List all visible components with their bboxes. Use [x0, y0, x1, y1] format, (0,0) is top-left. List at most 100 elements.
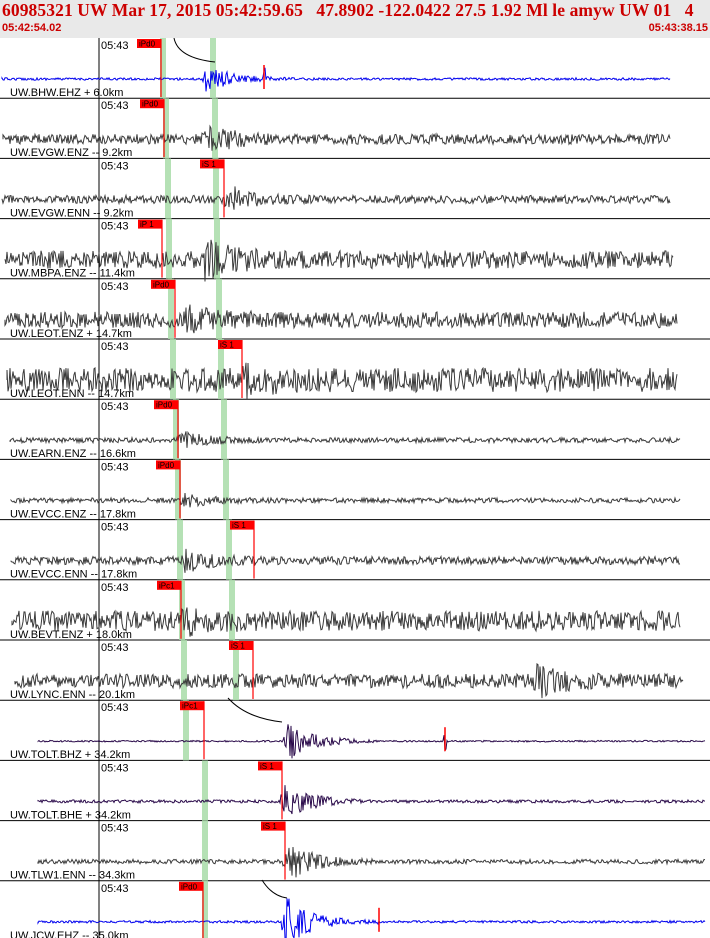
- minute-label: 05:43: [101, 642, 129, 654]
- minute-label: 05:43: [101, 823, 129, 835]
- minute-label: 05:43: [101, 341, 129, 353]
- s-arrival-band: [233, 640, 239, 701]
- p-arrival-band: [202, 880, 208, 938]
- s-arrival-band: [218, 339, 224, 400]
- waveform-trace: [10, 493, 681, 508]
- station-label: UW.BEVT.ENZ + 18.0km: [10, 629, 132, 641]
- window-start-time: 05:42:54.02: [2, 22, 62, 34]
- s-arrival-band: [210, 38, 216, 99]
- s-arrival-band: [213, 158, 219, 219]
- waveform-trace: [37, 785, 705, 815]
- waveform-trace: [1, 186, 671, 210]
- phase-pick-label: iPd0: [181, 882, 198, 891]
- phase-pick-box: [230, 520, 254, 530]
- waveform-trace: [9, 430, 681, 448]
- station-label: UW.TLW1.ENN -- 34.3km: [10, 870, 135, 882]
- p-arrival-band: [177, 519, 183, 580]
- waveform-trace: [4, 239, 674, 282]
- p-arrival-band: [160, 38, 166, 99]
- p-arrival-band: [168, 278, 174, 339]
- phase-pick-box: [157, 580, 181, 590]
- phase-pick-box: [140, 99, 164, 109]
- waveform-trace: [2, 124, 671, 151]
- station-label: UW.BHW.EHZ + 6.0km: [10, 87, 123, 99]
- phase-pick-box: [138, 219, 162, 229]
- p-arrival-band: [202, 760, 208, 821]
- minute-label: 05:43: [101, 883, 129, 895]
- phase-pick-label: iPc1: [159, 581, 175, 590]
- phase-pick-box: [179, 881, 203, 891]
- p-arrival-band: [173, 399, 179, 460]
- phase-pick-label: iS 1: [260, 762, 274, 771]
- minute-label: 05:43: [101, 160, 129, 172]
- phase-pick-label: iS 1: [232, 521, 246, 530]
- phase-pick-box: [154, 400, 178, 410]
- s-arrival-band: [216, 278, 222, 339]
- event-title: 60985321 UW Mar 17, 2015 05:42:59.65 47.…: [2, 0, 694, 20]
- waveform-trace: [4, 304, 678, 334]
- phase-pick-label: iPd0: [158, 461, 175, 470]
- phase-pick-label: iP 1: [140, 220, 154, 229]
- station-label: UW.MBPA.ENZ -- 11.4km: [10, 268, 135, 280]
- p-arrival-band: [202, 820, 208, 881]
- phase-pick-label: iS 1: [263, 822, 277, 831]
- minute-label: 05:43: [101, 100, 129, 112]
- minute-label: 05:43: [101, 702, 129, 714]
- phase-pick-box: [218, 340, 242, 349]
- waveform-trace: [6, 362, 678, 400]
- minute-label: 05:43: [101, 522, 129, 534]
- waveform-trace: [1, 67, 671, 92]
- s-arrival-band: [214, 218, 220, 279]
- minute-label: 05:43: [101, 762, 129, 774]
- minute-label: 05:43: [101, 401, 129, 413]
- phase-pick-label: iS 1: [231, 642, 245, 651]
- coda-curve: [173, 38, 216, 63]
- p-arrival-band: [181, 640, 187, 701]
- phase-pick-label: iPd0: [142, 100, 159, 109]
- waveform-trace: [10, 548, 681, 573]
- phase-pick-box: [180, 701, 204, 711]
- waveform-trace: [14, 662, 684, 699]
- waveform-trace: [37, 846, 706, 878]
- phase-pick-box: [229, 641, 253, 650]
- s-arrival-band: [221, 399, 227, 460]
- minute-label: 05:43: [101, 461, 129, 473]
- minute-label: 05:43: [101, 221, 129, 233]
- phase-pick-label: iPd0: [156, 401, 173, 410]
- phase-pick-label: iPd0: [153, 280, 170, 289]
- phase-pick-box: [258, 761, 282, 771]
- s-arrival-band: [223, 459, 229, 520]
- p-arrival-band: [183, 700, 189, 761]
- station-label: UW.TOLT.BHE + 34.2km: [10, 809, 131, 821]
- station-label: UW.LEOT.ENN -- 14.7km: [10, 388, 134, 400]
- phase-pick-box: [151, 279, 175, 289]
- station-label: UW.EVCC.ENN -- 17.8km: [10, 569, 137, 581]
- phase-pick-box: [261, 821, 285, 831]
- phase-pick-box: [137, 39, 161, 48]
- s-arrival-band: [212, 98, 218, 159]
- station-label: UW.LYNC.ENN -- 20.1km: [10, 689, 135, 701]
- waveform-trace: [37, 724, 706, 759]
- event-header: 60985321 UW Mar 17, 2015 05:42:59.65 47.…: [0, 0, 710, 38]
- station-label: UW.TOLT.BHZ + 34.2km: [10, 749, 130, 761]
- minute-label: 05:43: [101, 582, 129, 594]
- p-arrival-band: [166, 218, 172, 279]
- p-arrival-band: [165, 158, 171, 219]
- coda-curve: [227, 697, 283, 723]
- p-arrival-band: [170, 339, 176, 400]
- phase-pick-box: [156, 460, 180, 470]
- phase-pick-label: iPc1: [182, 702, 198, 711]
- phase-pick-label: iPd0: [139, 40, 156, 49]
- window-end-time: 05:43:38.15: [648, 22, 708, 34]
- p-arrival-band: [163, 98, 169, 159]
- phase-pick-label: iS 1: [202, 160, 216, 169]
- phase-pick-label: iS 1: [220, 341, 234, 350]
- s-arrival-band: [229, 579, 235, 640]
- waveform-trace: [11, 607, 681, 637]
- minute-label: 05:43: [101, 281, 129, 293]
- station-label: UW.EVGW.ENZ -- 9.2km: [10, 147, 132, 159]
- p-arrival-band: [175, 459, 181, 520]
- coda-curve: [261, 879, 288, 899]
- station-label: UW.EARN.ENZ -- 16.6km: [10, 448, 136, 460]
